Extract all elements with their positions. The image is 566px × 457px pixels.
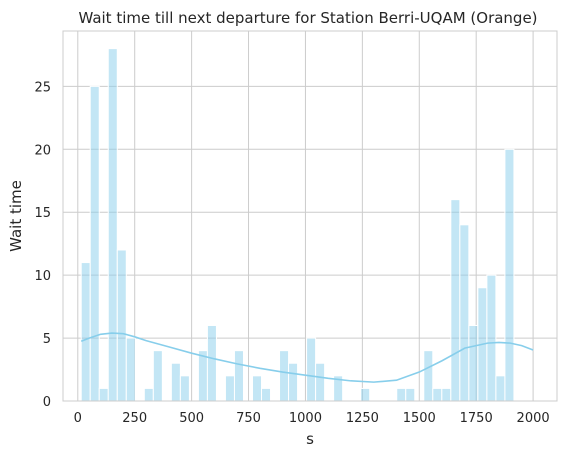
- y-tick-label: 10: [34, 269, 51, 284]
- x-tick-label: 500: [179, 411, 204, 426]
- histogram-bar: [495, 375, 506, 402]
- histogram-bar: [306, 337, 317, 402]
- histogram-bar: [396, 387, 407, 402]
- x-tick-label: 1250: [346, 411, 379, 426]
- histogram-bar: [116, 249, 127, 402]
- kde-line: [80, 332, 534, 383]
- y-tick-label: 20: [34, 143, 51, 158]
- histogram-bar: [179, 375, 190, 402]
- y-axis-label: Wait time: [7, 180, 25, 252]
- histogram-bar: [405, 387, 416, 402]
- histogram-bar: [441, 387, 452, 402]
- y-tick-label: 0: [43, 395, 51, 410]
- plot-frame: [62, 30, 558, 402]
- y-tick-label: 15: [34, 206, 51, 221]
- histogram-bar: [170, 362, 181, 402]
- histogram-bar: [206, 324, 217, 402]
- histogram-bar: [432, 387, 443, 402]
- histogram-bar: [143, 387, 154, 402]
- histogram-bar: [450, 199, 461, 402]
- histogram-bar: [423, 350, 434, 402]
- histogram-bar: [504, 148, 515, 402]
- histogram-bar: [152, 350, 163, 402]
- y-axis-ticks: 0 5 10 15 20 25: [34, 80, 51, 410]
- x-tick-label: 2000: [517, 411, 550, 426]
- x-axis-label: s: [306, 430, 314, 448]
- histogram-bar: [224, 375, 235, 402]
- histogram-bar: [98, 387, 109, 402]
- histogram-bar: [251, 375, 263, 402]
- y-tick-label: 25: [34, 80, 51, 95]
- x-tick-label: 0: [74, 411, 82, 426]
- histogram-bar: [125, 337, 136, 402]
- x-tick-label: 1000: [289, 411, 322, 426]
- histogram-bar: [80, 262, 91, 402]
- histogram-bar: [107, 48, 118, 402]
- x-tick-label: 250: [122, 411, 147, 426]
- histogram-bar: [233, 350, 244, 402]
- x-tick-label: 1750: [460, 411, 493, 426]
- histogram-bar: [486, 274, 497, 402]
- x-tick-label: 750: [236, 411, 261, 426]
- x-tick-label: 1500: [403, 411, 436, 426]
- histogram-bar: [89, 85, 100, 402]
- chart-title: Wait time till next departure for Statio…: [78, 9, 537, 27]
- y-tick-label: 5: [43, 332, 51, 347]
- histogram-bar: [279, 350, 290, 402]
- histogram-bar: [360, 387, 371, 402]
- histogram-bar: [459, 224, 470, 402]
- histogram-bar: [315, 362, 326, 402]
- histogram-bar: [288, 362, 299, 402]
- histogram-bar: [468, 324, 479, 402]
- histogram-bar: [261, 387, 272, 402]
- histogram-bar: [197, 350, 208, 402]
- x-axis-ticks: 0 250 500 750 1000 1250 1500 1750 2000: [74, 411, 550, 426]
